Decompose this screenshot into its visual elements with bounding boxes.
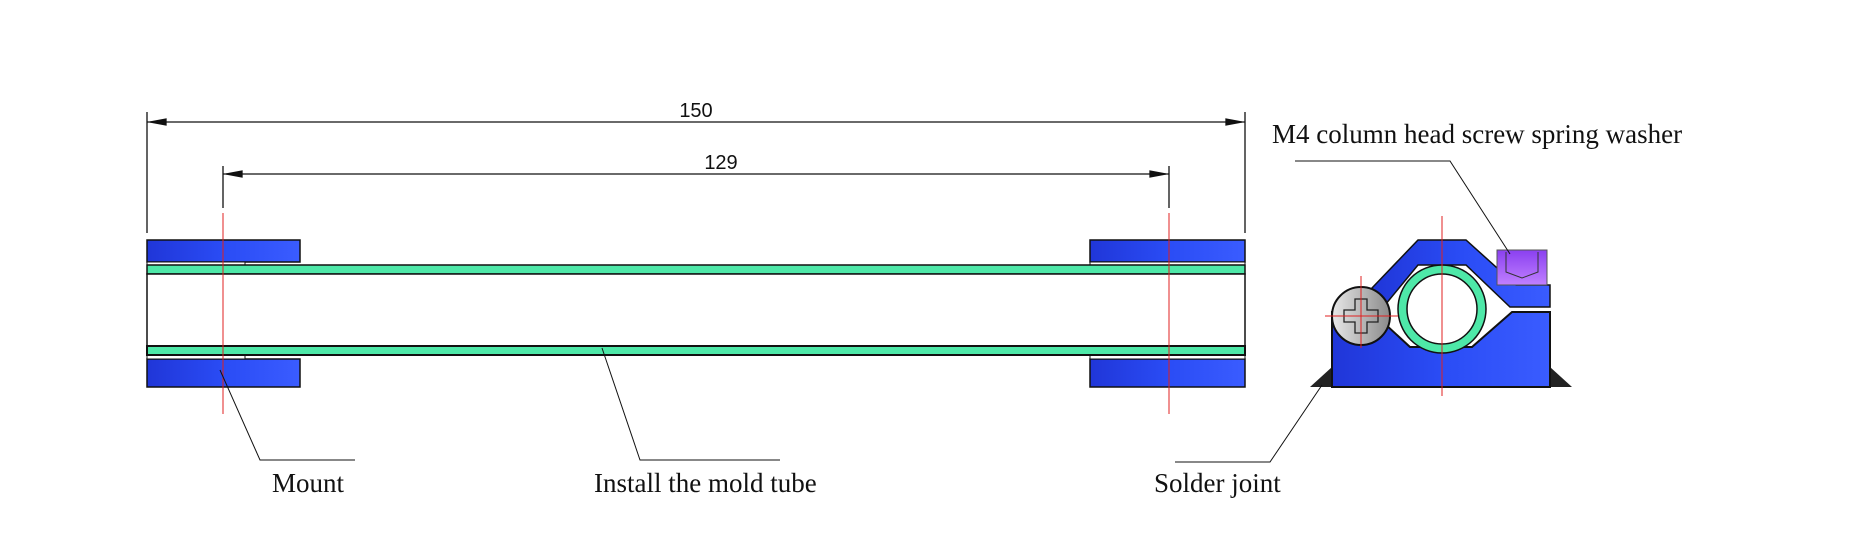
dimension-overall xyxy=(146,112,1246,233)
tube-wall-top xyxy=(146,264,1246,275)
tube-bore xyxy=(146,273,1246,347)
label-solder-joint: Solder joint xyxy=(1154,468,1281,498)
mount-block-bottom-right xyxy=(1089,358,1246,388)
side-view xyxy=(1310,216,1572,396)
dimension-mount-spacing-label: 129 xyxy=(704,152,737,174)
label-mount: Mount xyxy=(272,468,345,498)
tube-wall-bottom xyxy=(146,345,1246,356)
leader-lines xyxy=(219,160,1511,463)
m4-screw-head xyxy=(1496,249,1548,286)
front-view xyxy=(146,239,1246,388)
label-m4-screw: M4 column head screw spring washer xyxy=(1272,119,1682,149)
mount-block-top-right xyxy=(1089,239,1246,263)
dimension-overall-label: 150 xyxy=(679,100,712,122)
label-mold-tube: Install the mold tube xyxy=(594,468,817,498)
dimension-mount-spacing xyxy=(222,166,1170,208)
clamp-cap xyxy=(1371,239,1551,308)
